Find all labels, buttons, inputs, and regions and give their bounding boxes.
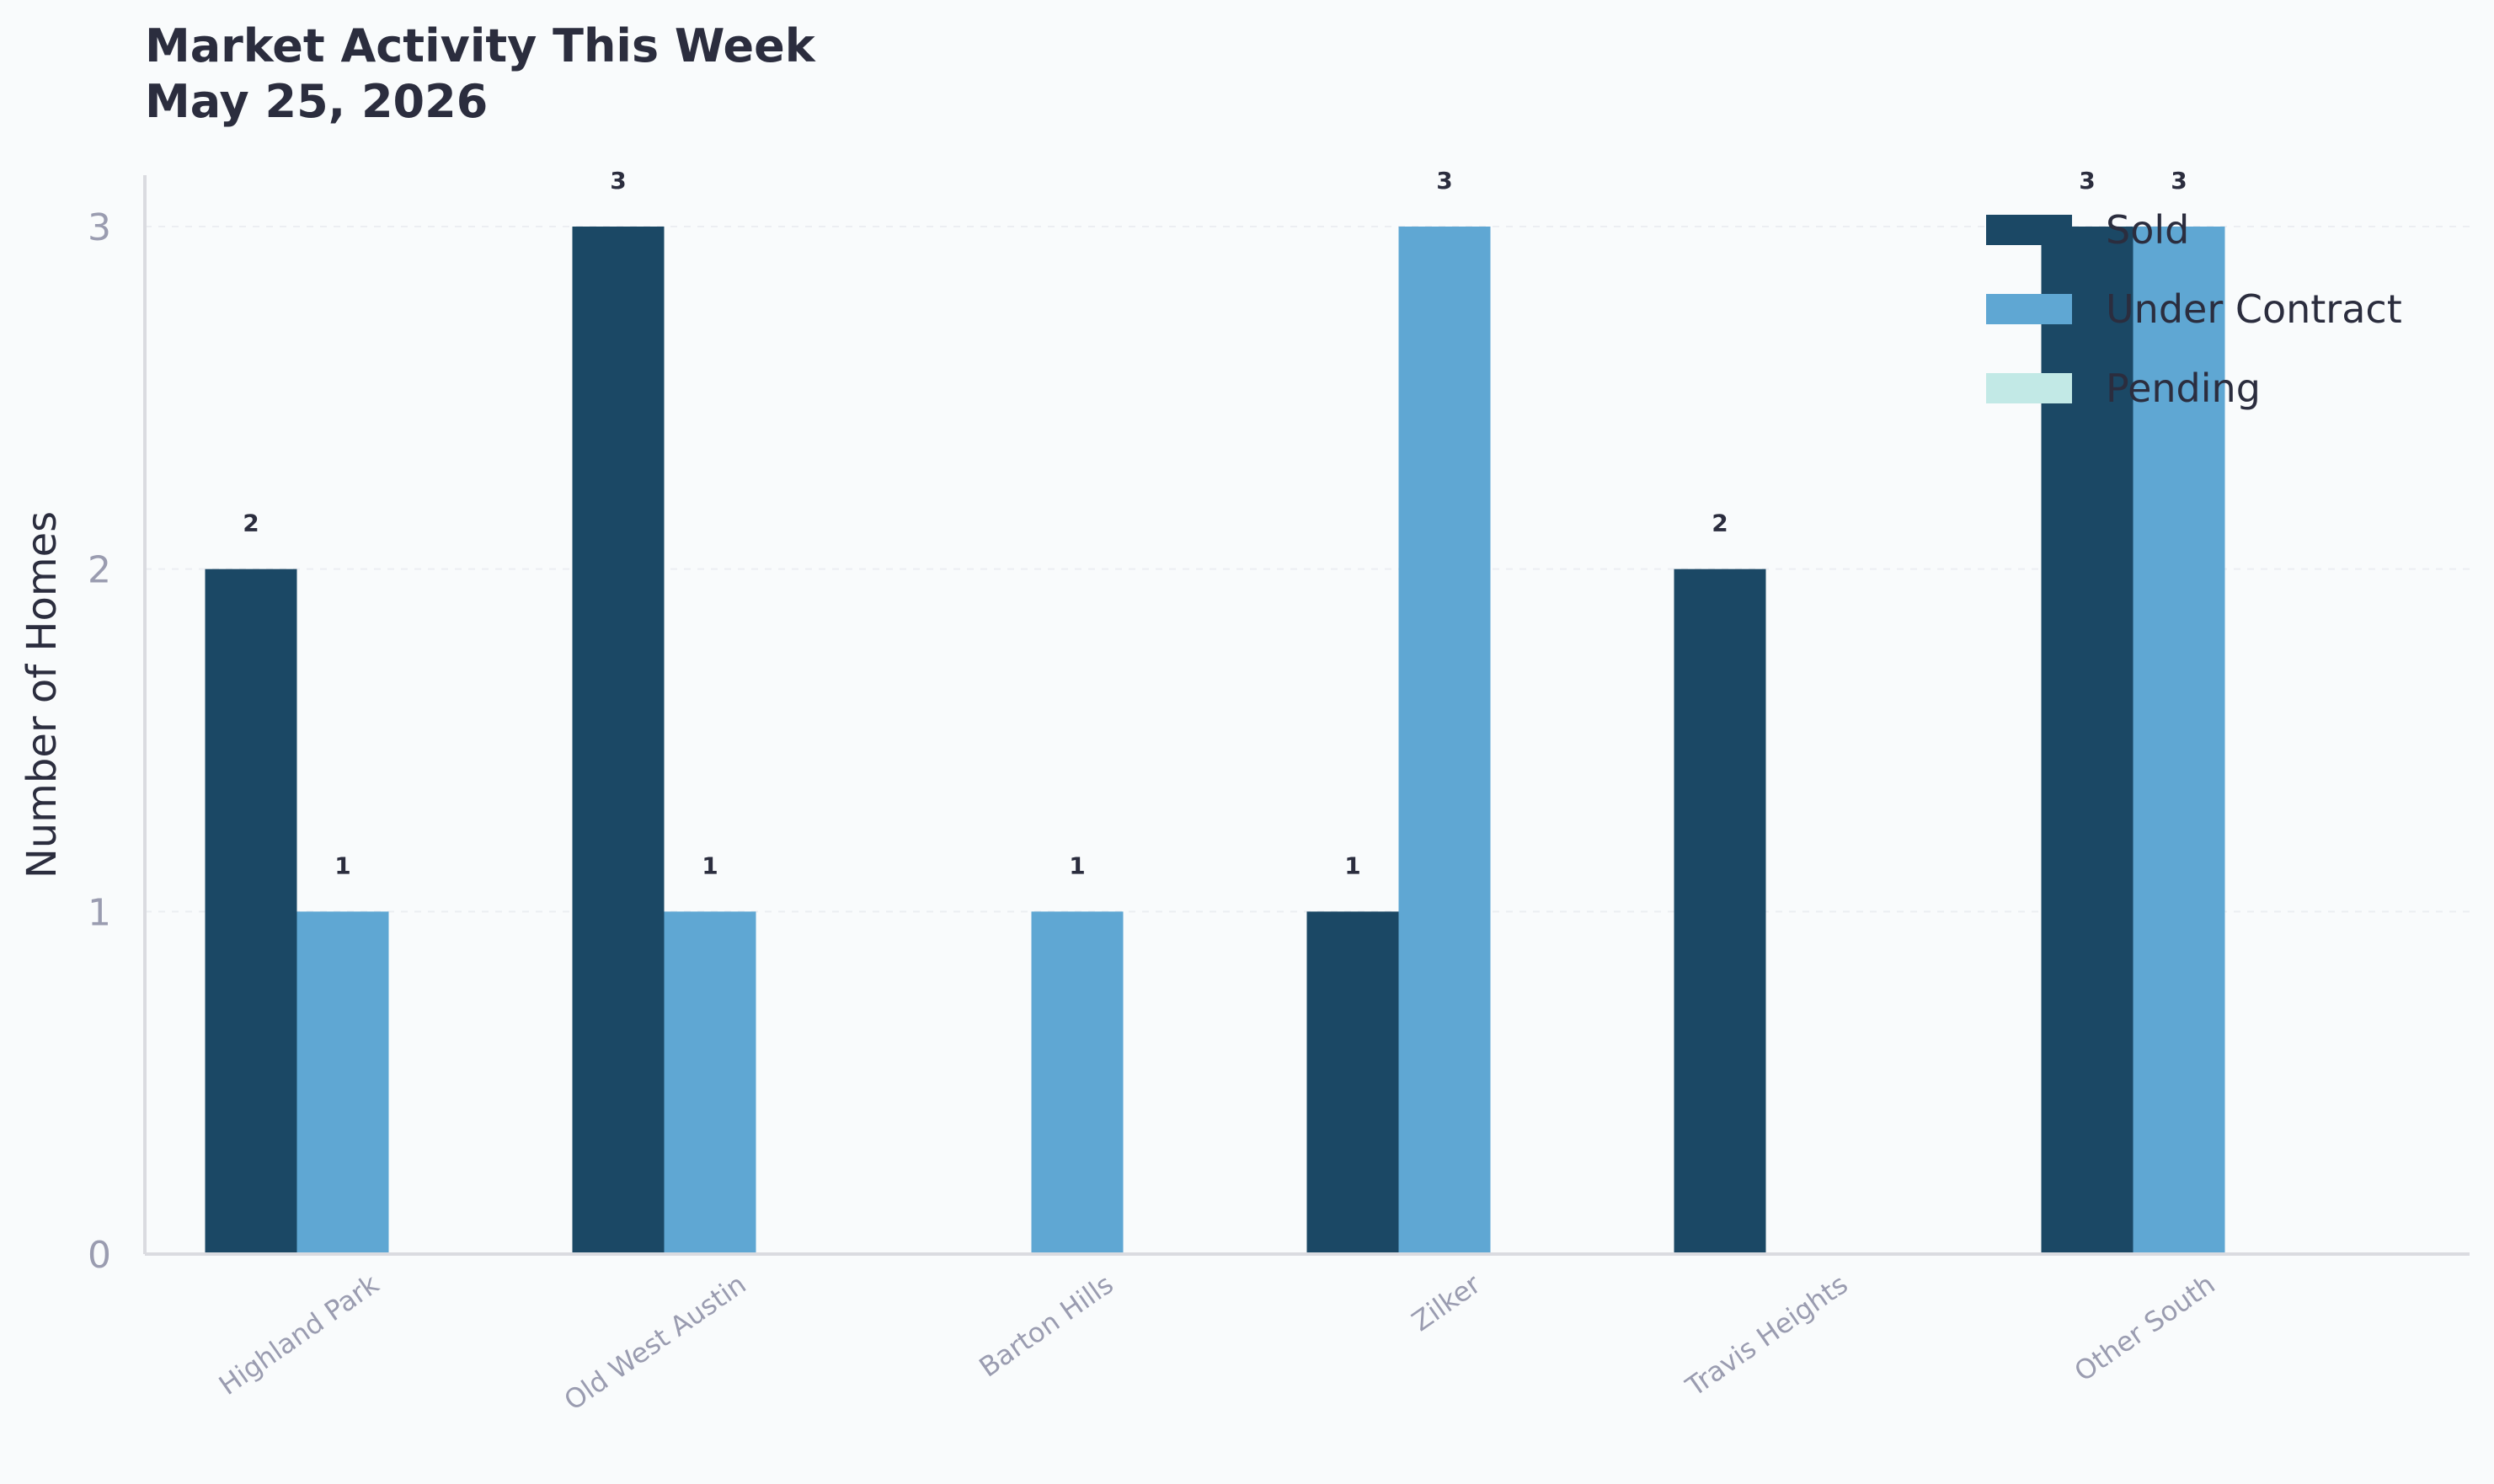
data-label: 2 xyxy=(1712,510,1728,537)
bar-sold-0 xyxy=(205,569,297,1254)
bar-under-contract-5 xyxy=(2133,227,2225,1254)
chart-subtitle: May 25, 2026 xyxy=(145,75,488,128)
bars xyxy=(205,227,2225,1254)
data-label: 3 xyxy=(2171,167,2187,195)
legend-swatch-pending xyxy=(1986,373,2072,403)
data-label: 1 xyxy=(702,851,718,879)
bar-sold-1 xyxy=(572,227,665,1254)
data-label: 3 xyxy=(610,167,626,195)
x-tick-label: Barton Hills xyxy=(973,1268,1119,1383)
x-tick-label: Old West Austin xyxy=(558,1268,752,1417)
data-label: 3 xyxy=(1436,167,1452,195)
y-axis-label: Number of Homes xyxy=(19,511,66,878)
chart-title: Market Activity This Week xyxy=(145,19,816,72)
data-labels: 2 1 3 1 1 1 3 2 3 3 xyxy=(243,167,2187,879)
y-tick-label: 3 xyxy=(88,206,111,249)
bar-sold-4 xyxy=(1674,569,1766,1254)
legend-label-under-contract: Under Contract xyxy=(2106,286,2402,332)
data-label: 1 xyxy=(1344,851,1360,879)
data-label: 2 xyxy=(243,510,259,537)
y-tick-label: 1 xyxy=(88,891,111,934)
legend-label-sold: Sold xyxy=(2106,207,2189,253)
legend: Sold Under Contract Pending xyxy=(1986,207,2402,411)
x-tick-label: Other South xyxy=(2069,1268,2221,1387)
data-label: 1 xyxy=(334,851,350,879)
legend-label-pending: Pending xyxy=(2106,366,2261,411)
x-tick-label: Zilker xyxy=(1406,1268,1487,1337)
bar-under-contract-1 xyxy=(664,911,756,1254)
data-label: 3 xyxy=(2079,167,2095,195)
legend-swatch-sold xyxy=(1986,215,2072,245)
y-tick-label: 2 xyxy=(88,549,111,592)
bar-under-contract-0 xyxy=(296,911,389,1254)
legend-swatch-under-contract xyxy=(1986,294,2072,324)
bar-under-contract-2 xyxy=(1031,911,1124,1254)
y-tick-label: 0 xyxy=(88,1234,111,1277)
data-label: 1 xyxy=(1069,851,1085,879)
bar-sold-3 xyxy=(1306,911,1399,1254)
bar-under-contract-3 xyxy=(1398,227,1491,1254)
x-tick-label: Highland Park xyxy=(213,1268,385,1401)
x-tick-label: Travis Heights xyxy=(1680,1268,1854,1403)
